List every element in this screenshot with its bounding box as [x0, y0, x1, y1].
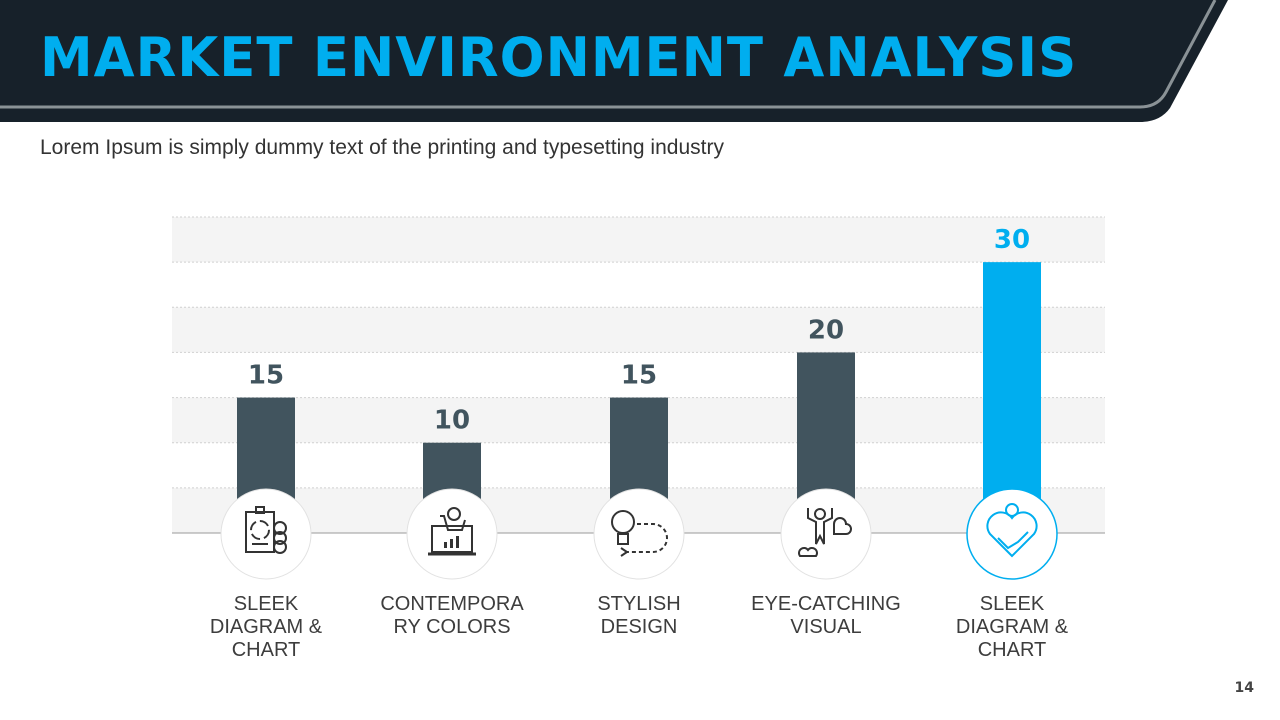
category-label: SLEEK DIAGRAM & CHART — [927, 593, 1097, 662]
category-label-line: DIAGRAM & — [955, 616, 1069, 638]
page-subtitle: Lorem Ipsum is simply dummy text of the … — [40, 136, 724, 159]
data-label: 15 — [621, 361, 657, 391]
category-label-line: RY COLORS — [393, 616, 511, 638]
data-label: 10 — [434, 406, 470, 436]
category-label-line: STYLISH — [597, 593, 681, 615]
icon-circle — [593, 488, 685, 580]
category-label: CONTEMPORA RY COLORS — [367, 593, 537, 639]
category-label-line: SLEEK — [233, 593, 299, 615]
superhero-clouds-icon — [798, 508, 852, 557]
category-label-line: CHART — [231, 639, 301, 661]
grid-band — [172, 307, 1105, 353]
icon-circle — [780, 488, 872, 580]
category-label: EYE-CATCHING VISUAL — [741, 593, 911, 639]
category-label-line: CHART — [977, 639, 1047, 661]
page-number: 14 — [1234, 680, 1254, 696]
page-title: MARKET ENVIRONMENT ANALYSIS — [40, 26, 1078, 89]
header-banner — [0, 0, 1228, 122]
cart-laptop-chart-icon — [428, 507, 476, 556]
category-label: STYLISH DESIGN — [554, 593, 724, 639]
category-label-line: DESIGN — [600, 616, 678, 638]
category-label-line: EYE-CATCHING — [751, 593, 901, 615]
icon-circle — [406, 488, 498, 580]
category-label-line: CONTEMPORA — [380, 593, 524, 615]
icon-circle — [220, 488, 312, 580]
icon-circle — [966, 488, 1058, 580]
handshake-heart-money-icon — [986, 503, 1038, 558]
category-label: SLEEK DIAGRAM & CHART — [181, 593, 351, 662]
category-label-line: DIAGRAM & — [209, 616, 323, 638]
grid-band — [172, 217, 1105, 263]
category-label-line: VISUAL — [790, 616, 862, 638]
category-label-line: SLEEK — [979, 593, 1045, 615]
clipboard-cycle-money-icon — [245, 506, 287, 554]
bar — [983, 262, 1041, 533]
data-label: 30 — [994, 225, 1030, 255]
data-label: 15 — [248, 361, 284, 391]
bulb-arrow-icon — [611, 510, 668, 557]
data-label: 20 — [808, 315, 844, 345]
